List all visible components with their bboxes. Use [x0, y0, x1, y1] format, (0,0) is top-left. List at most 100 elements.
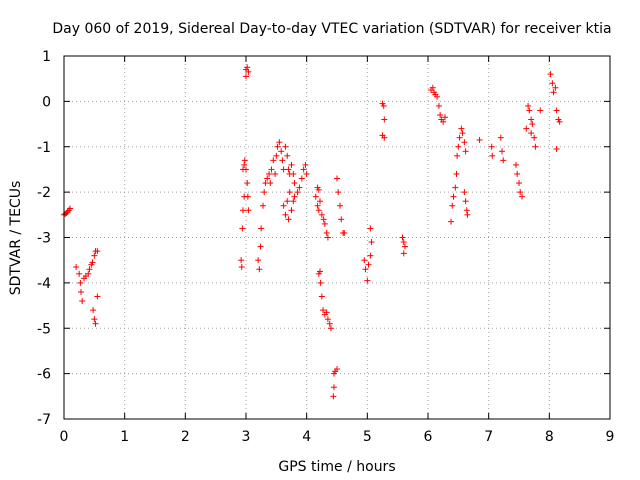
- data-point: [380, 102, 387, 109]
- data-point: [94, 293, 101, 300]
- data-point: [315, 186, 322, 193]
- data-point: [500, 157, 507, 164]
- data-point: [278, 148, 285, 155]
- data-point: [261, 189, 268, 196]
- data-point: [241, 157, 248, 164]
- data-point: [362, 266, 369, 273]
- data-point: [244, 193, 251, 200]
- data-point: [92, 320, 99, 327]
- data-point: [282, 143, 289, 150]
- data-point: [259, 202, 266, 209]
- data-point: [547, 71, 554, 78]
- data-point: [273, 152, 280, 159]
- data-point: [512, 161, 519, 168]
- data-point: [549, 80, 556, 87]
- data-point: [488, 143, 495, 150]
- y-tick-label: -3: [37, 231, 51, 247]
- data-point: [282, 211, 289, 218]
- data-point: [434, 93, 441, 100]
- data-point: [338, 216, 345, 223]
- data-point: [91, 316, 98, 323]
- data-point: [73, 263, 80, 270]
- data-point: [270, 157, 277, 164]
- plot-frame: [63, 55, 611, 420]
- data-point: [324, 234, 331, 241]
- y-tick-label: -2: [37, 185, 51, 201]
- data-point: [330, 393, 337, 400]
- data-point: [317, 268, 324, 275]
- data-point: [318, 293, 325, 300]
- data-point: [245, 207, 252, 214]
- data-point: [458, 125, 465, 132]
- data-point: [238, 257, 245, 264]
- data-point: [429, 84, 436, 91]
- data-point: [514, 170, 521, 177]
- data-point: [440, 118, 447, 125]
- data-point: [318, 211, 325, 218]
- data-point: [435, 102, 442, 109]
- y-tick-label: -1: [37, 140, 51, 156]
- x-tick-label: 7: [484, 429, 493, 445]
- data-point: [553, 146, 560, 153]
- data-point: [314, 202, 321, 209]
- data-point: [367, 225, 374, 232]
- data-point: [286, 189, 293, 196]
- data-point: [312, 193, 319, 200]
- data-point: [456, 134, 463, 141]
- data-point: [317, 279, 324, 286]
- data-point: [238, 263, 245, 270]
- data-point: [519, 193, 526, 200]
- x-axis-label: GPS time / hours: [278, 459, 395, 475]
- data-point: [528, 116, 535, 123]
- data-point: [268, 166, 275, 173]
- data-point: [364, 277, 371, 284]
- data-point: [77, 279, 84, 286]
- data-point: [367, 252, 374, 259]
- data-point: [335, 189, 342, 196]
- data-point: [368, 239, 375, 246]
- data-point: [497, 134, 504, 141]
- data-points: [61, 64, 563, 400]
- data-point: [79, 298, 86, 305]
- y-axis-label: SDTVAR / TECUs: [8, 181, 24, 296]
- data-point: [300, 166, 307, 173]
- data-point: [526, 107, 533, 114]
- data-point: [523, 125, 530, 132]
- data-point: [76, 270, 83, 277]
- data-point: [256, 266, 263, 273]
- chart-title: Day 060 of 2019, Sidereal Day-to-day VTE…: [52, 21, 611, 37]
- data-point: [516, 180, 522, 187]
- data-point: [290, 170, 297, 177]
- data-point: [399, 234, 406, 241]
- data-point: [317, 198, 324, 205]
- data-point: [294, 189, 301, 196]
- data-point: [239, 225, 246, 232]
- data-point: [528, 130, 535, 137]
- data-point: [334, 175, 340, 182]
- data-point: [290, 198, 297, 205]
- data-point: [85, 270, 92, 277]
- data-point: [284, 152, 291, 159]
- data-point: [499, 148, 506, 155]
- data-point: [517, 189, 524, 196]
- data-point: [461, 139, 468, 146]
- data-point: [272, 170, 279, 177]
- data-point: [453, 170, 460, 177]
- data-point: [298, 175, 305, 182]
- data-point: [450, 193, 457, 200]
- data-point: [243, 166, 249, 173]
- data-point: [279, 157, 286, 164]
- data-point: [323, 309, 330, 316]
- data-point: [476, 136, 483, 143]
- data-point: [400, 239, 407, 246]
- x-tick-label: 4: [302, 429, 311, 445]
- data-point: [266, 170, 273, 177]
- axis-ticks: 0 1 2 3 4 5 6 7 8 910-1-2-3-4-5-6-7: [37, 49, 614, 445]
- x-tick-label: 2: [181, 429, 190, 445]
- data-point: [452, 184, 459, 191]
- data-point: [239, 207, 246, 214]
- data-point: [285, 166, 292, 173]
- data-point: [462, 198, 469, 205]
- y-tick-label: -7: [37, 412, 51, 428]
- data-point: [531, 134, 538, 141]
